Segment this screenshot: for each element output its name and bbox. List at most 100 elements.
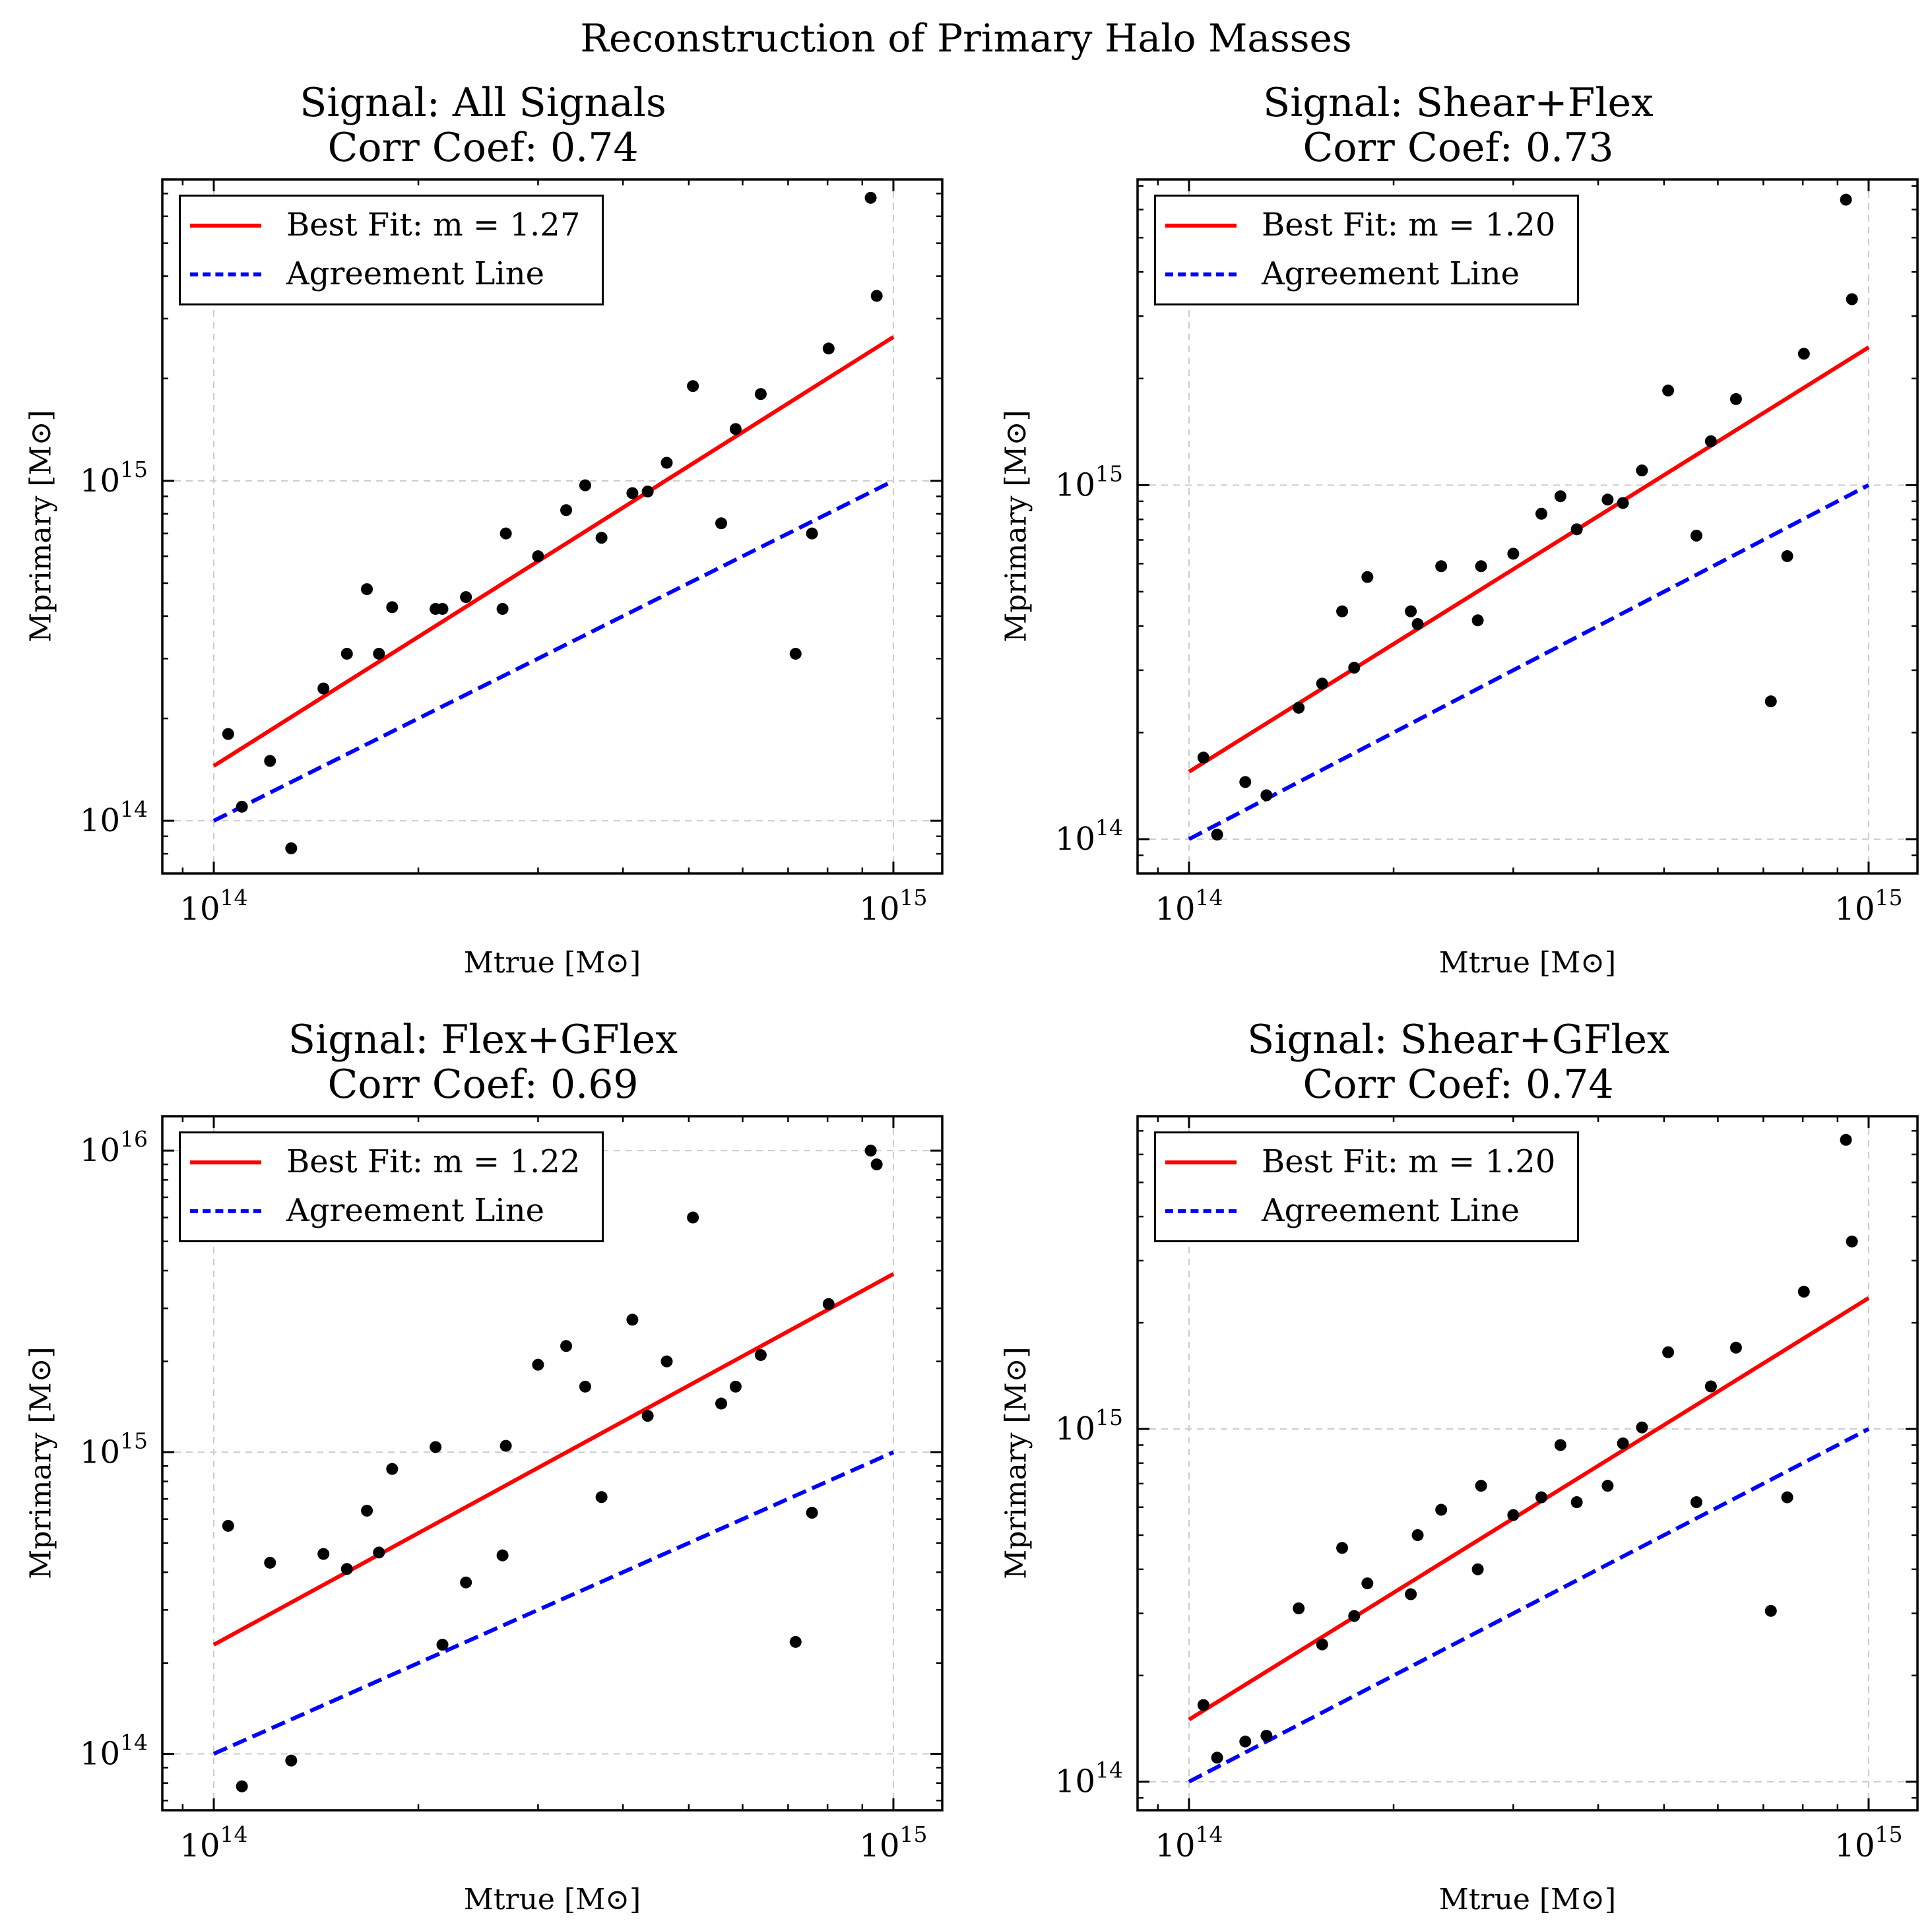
chart-svg: 1014 1015 1014 1015	[1055, 178, 1919, 928]
data-point	[806, 1507, 818, 1519]
data-point	[340, 1563, 353, 1575]
chart-title: Signal: Shear+Flex	[1263, 80, 1654, 126]
data-point	[1636, 1421, 1648, 1434]
legend-label-best-fit: Best Fit: m = 1.20	[1262, 1139, 1555, 1185]
data-point	[1435, 1503, 1448, 1516]
chart-panel-4: Signal: Shear+GFlex Corr Coef: 0.74 1014 10…	[975, 937, 1932, 1916]
data-point	[660, 1355, 673, 1368]
data-point	[1336, 605, 1349, 617]
chart-svg: 1014 1015 1014 1015	[80, 178, 944, 928]
data-point	[430, 1441, 442, 1453]
data-point	[1260, 1730, 1273, 1742]
data-point	[687, 380, 699, 393]
data-point	[1211, 829, 1223, 841]
best-fit-prefix: Best Fit: m =	[1262, 1143, 1485, 1180]
data-point	[870, 1158, 883, 1171]
data-point	[373, 647, 385, 660]
legend: Best Fit: m = 1.20 Agreement Line	[1154, 195, 1579, 305]
data-point	[1840, 1133, 1852, 1146]
data-point	[317, 1548, 330, 1560]
data-point	[236, 1780, 248, 1792]
agreement-swatch	[1165, 1209, 1237, 1213]
data-point	[754, 388, 767, 400]
data-point	[285, 1754, 298, 1767]
data-point	[1348, 662, 1361, 674]
data-point	[1211, 1752, 1223, 1764]
data-point	[687, 1211, 699, 1224]
legend-label-agreement: Agreement Line	[286, 1192, 545, 1229]
x-tick-label: 1015	[1834, 1821, 1902, 1864]
data-point	[532, 1358, 544, 1371]
data-point	[822, 1298, 835, 1310]
data-point	[822, 342, 835, 355]
legend: Best Fit: m = 1.20 Agreement Line	[1154, 1131, 1579, 1242]
data-point	[460, 591, 472, 604]
data-point	[1704, 435, 1717, 447]
data-point	[626, 487, 639, 499]
data-point	[595, 532, 608, 544]
legend-item-best-fit: Best Fit: m = 1.27	[181, 202, 603, 248]
data-point	[1239, 776, 1252, 788]
legend: Best Fit: m = 1.22 Agreement Line	[179, 1131, 604, 1242]
chart-panel-3: Signal: Flex+GFlex Corr Coef: 0.69 1014 101…	[0, 937, 966, 1916]
plot-frame	[161, 178, 944, 875]
data-point	[560, 504, 573, 517]
data-point	[361, 583, 373, 596]
data-point	[361, 1504, 373, 1517]
data-point	[1535, 1491, 1548, 1503]
data-point	[1704, 1380, 1717, 1393]
legend-label-best-fit: Best Fit: m = 1.20	[1262, 202, 1555, 248]
data-point	[532, 550, 544, 563]
chart-subtitle: Corr Coef: 0.74	[1303, 1061, 1614, 1108]
data-point	[864, 191, 877, 204]
legend-item-best-fit: Best Fit: m = 1.20	[1156, 1139, 1578, 1185]
x-axis-label: Mtrue [M⊙]	[1438, 946, 1617, 980]
data-point	[1197, 1699, 1209, 1711]
data-point	[436, 602, 449, 615]
data-point	[1260, 789, 1273, 802]
data-point	[1690, 529, 1703, 542]
agreement-line	[1188, 483, 1870, 841]
data-point	[579, 479, 591, 491]
y-tick-label: 1015	[1055, 460, 1123, 503]
data-point	[1435, 560, 1448, 573]
agreement-swatch	[190, 272, 261, 276]
legend: Best Fit: m = 1.27 Agreement Line	[179, 195, 604, 305]
data-point	[1797, 348, 1810, 360]
data-point	[1348, 1610, 1361, 1622]
data-point	[496, 1549, 509, 1562]
data-point	[1570, 1496, 1583, 1509]
best-fit-prefix: Best Fit: m =	[286, 1143, 510, 1180]
best-fit-slope: 1.20	[1485, 1143, 1556, 1180]
data-point	[264, 1556, 276, 1569]
legend-label-agreement: Agreement Line	[286, 255, 545, 292]
agreement-line	[212, 1450, 895, 1756]
data-point	[1411, 617, 1424, 630]
legend-item-agreement: Agreement Line	[1156, 251, 1578, 297]
data-point	[1764, 1604, 1777, 1617]
chart-subtitle: Corr Coef: 0.74	[327, 125, 639, 171]
data-point	[715, 1397, 728, 1410]
x-tick-label: 1014	[179, 1821, 247, 1864]
best-fit-slope: 1.22	[509, 1143, 581, 1180]
data-point	[560, 1340, 573, 1352]
x-tick-label: 1014	[179, 885, 247, 928]
data-point	[789, 647, 802, 660]
data-point	[222, 1519, 234, 1532]
y-tick-label: 1016	[80, 1126, 148, 1169]
data-point	[715, 517, 728, 530]
data-point	[1846, 1235, 1858, 1248]
data-point	[1507, 1509, 1520, 1521]
data-point	[1846, 293, 1858, 305]
x-tick-label: 1014	[1155, 1821, 1223, 1864]
data-point	[1361, 1577, 1374, 1590]
best-fit-line	[1188, 1296, 1870, 1722]
data-point	[1535, 507, 1548, 520]
y-tick-label: 1015	[80, 1428, 148, 1470]
data-point	[1316, 678, 1328, 690]
data-point	[729, 423, 742, 435]
data-point	[729, 1380, 742, 1393]
y-tick-label: 1015	[1055, 1405, 1123, 1447]
legend-item-agreement: Agreement Line	[1156, 1187, 1578, 1234]
chart-title: Signal: All Signals	[300, 80, 666, 126]
